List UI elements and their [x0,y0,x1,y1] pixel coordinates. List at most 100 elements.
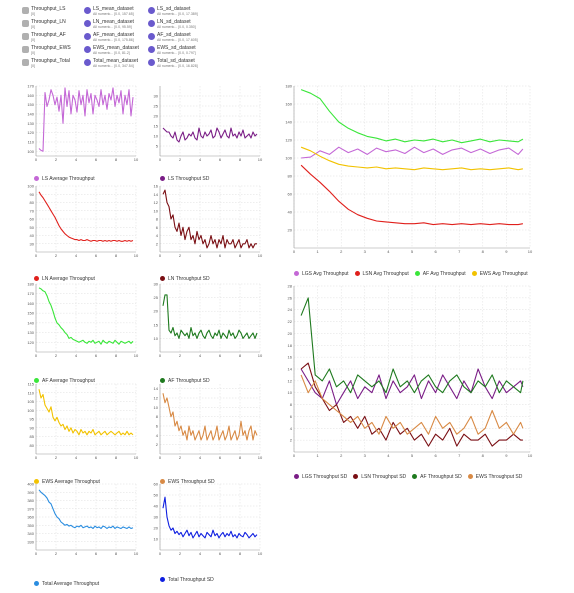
dataset-icon [84,20,91,27]
legend-item[interactable]: EWS Throughput SD [467,468,522,485]
y-tick-label: 340 [27,531,34,536]
dataset-summary: [0] [31,25,35,29]
y-tick-label: 12 [154,200,159,205]
chart-total_avg: 330 340 350 360 370 380 390 400 0 2 4 6 8 10 [27,482,139,557]
chart-total_sd: 10 20 30 40 50 60 0 2 4 6 8 10 [154,482,263,557]
dataset-summary: All numeric... [0.0, 81.2] [93,51,130,55]
legend-swatch [471,271,477,277]
x-tick-label: 1 [316,249,319,254]
series-line [301,146,524,159]
x-tick-label: 10 [134,353,139,358]
chart-legend: LGS Throughput SD LSN Throughput SD AF Thr… [294,468,528,480]
y-tick-label: 30 [154,515,159,520]
legend-item[interactable]: AF Average Throughput [34,372,95,389]
dataset-name: Throughput_EWS [31,45,71,51]
legend-label: EWS Throughput SD [168,478,215,485]
legend-item[interactable]: LGS Avg Throughput [294,265,349,282]
y-tick-label: 60 [30,217,35,222]
series-line [38,389,134,436]
y-tick-label: 25 [154,295,159,300]
y-tick-label: 8 [156,414,159,419]
legend-item[interactable]: AF Throughput SD [412,468,462,485]
series-line [300,89,524,144]
y-tick-label: 20 [288,331,293,336]
x-tick-label: 0 [159,353,162,358]
dataset-summary: All numeric... [0.0, 17.389] [157,12,198,16]
y-tick-label: 16 [288,355,293,360]
y-tick-label: 10 [288,390,293,395]
y-tick-label: 14 [154,192,159,197]
legend-label: AF Throughput SD [420,473,462,480]
x-tick-label: 5 [411,249,414,254]
x-tick-label: 2 [55,253,58,258]
dataset-name: AF_sd_dataset [157,32,191,38]
y-tick-label: 130 [27,121,34,126]
y-tick-label: 25 [154,104,159,109]
legend-item[interactable]: LS Throughput SD [160,170,209,187]
legend-item[interactable]: LN Throughput SD [160,270,210,287]
legend-label: LN Throughput SD [168,275,210,282]
legend-item[interactable]: Total Average Throughput [34,575,99,592]
x-tick-label: 10 [258,253,263,258]
legend-label: AF Throughput SD [168,377,210,384]
legend-item[interactable]: AF Avg Throughput [414,265,466,282]
legend-item[interactable]: EWS Throughput SD [160,473,215,490]
x-tick-label: 6 [95,455,98,460]
x-tick-label: 4 [387,249,390,254]
y-tick-label: 105 [27,399,34,404]
y-tick-label: 2 [156,442,159,447]
legend-item[interactable]: LSN Avg Throughput [354,265,409,282]
x-tick-label: 6 [219,455,222,460]
x-tick-label: 0 [35,455,38,460]
y-tick-label: 30 [154,282,159,287]
x-tick-label: 6 [434,453,437,458]
x-tick-label: 2 [179,455,182,460]
legend-item[interactable]: EWS Avg Throughput [471,265,528,282]
dataset-icon [84,7,91,14]
dataset-summary: All numeric... [0.0, 347.54] [93,64,134,68]
y-tick-label: 160 [285,102,292,107]
series-line [162,127,258,143]
y-tick-label: 95 [30,417,35,422]
y-tick-label: 360 [27,515,34,520]
dataset-summary: All numeric... [0.0, 95.59] [93,25,132,29]
legend-swatch [467,474,473,480]
y-tick-label: 120 [27,340,34,345]
series-line [300,146,524,171]
y-tick-label: 12 [288,378,293,383]
chart-af_sd: 10 15 20 25 30 0 2 4 6 8 10 [154,282,263,359]
x-tick-label: 8 [115,253,118,258]
dataset-icon [84,46,91,53]
dataset-name: AF_mean_dataset [93,32,134,38]
legend-item[interactable]: AF Throughput SD [160,372,210,389]
dataset-icon [148,46,155,53]
y-tick-label: 8 [156,217,159,222]
legend-item[interactable]: LGS Throughput SD [294,468,347,485]
y-tick-label: 2 [156,241,159,246]
chart-ls_sd: 5 10 15 20 25 30 0 2 4 6 8 10 [154,86,263,162]
legend-item[interactable]: Total Throughput SD [160,571,214,588]
legend-swatch [160,176,165,182]
legend-item[interactable]: LSN Throughput SD [353,468,406,485]
x-tick-label: 6 [95,253,98,258]
x-tick-label: 2 [340,249,343,254]
x-tick-label: 6 [434,249,437,254]
legend-item[interactable]: EWS Average Throughput [34,473,100,490]
legend-item[interactable]: LS Average Throughput [34,170,95,187]
legend-swatch [294,271,299,277]
dataset-summary: [0] [31,51,35,55]
y-tick-label: 120 [285,138,292,143]
dataset-icon [148,59,155,66]
y-tick-label: 12 [154,396,159,401]
x-tick-label: 8 [115,353,118,358]
series-line [38,287,134,345]
y-tick-label: 4 [156,433,159,438]
y-tick-label: 100 [285,156,292,161]
dataset-name: Throughput_Total [31,58,70,64]
x-tick-label: 8 [239,551,242,556]
x-tick-label: 6 [219,157,222,162]
chart-ln_avg: 30 40 50 60 70 80 90 100 0 2 4 6 8 10 [27,184,139,259]
legend-item[interactable]: LN Average Throughput [34,270,95,287]
y-tick-label: 20 [154,114,159,119]
